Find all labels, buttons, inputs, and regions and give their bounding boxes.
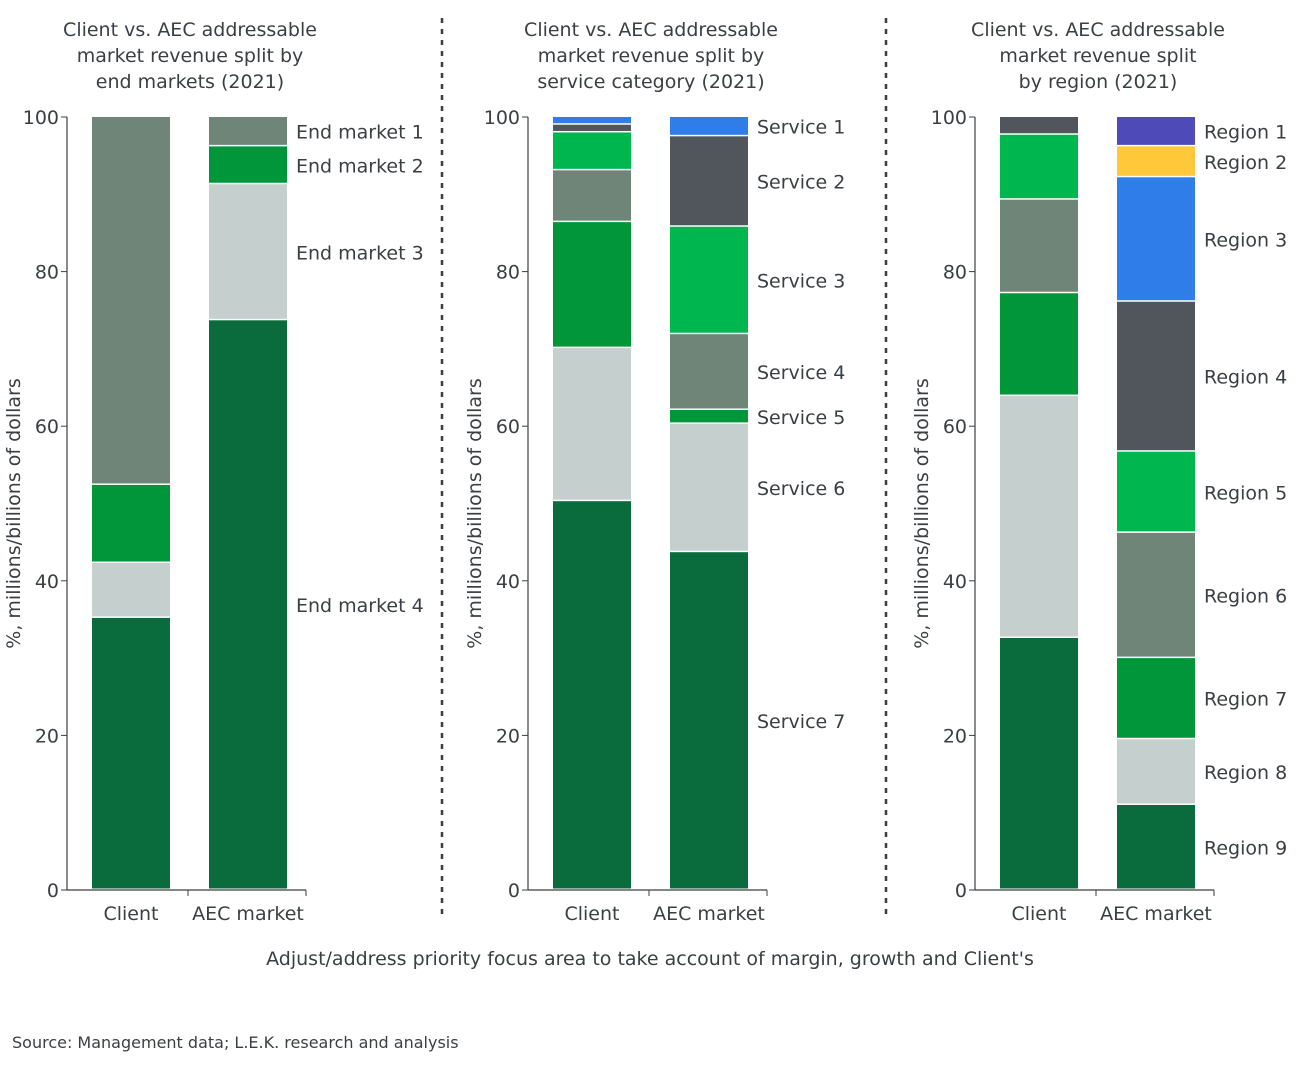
bar-segment <box>553 348 631 500</box>
bar-segment <box>1000 199 1078 292</box>
bar-segment <box>670 117 748 135</box>
bar-segment <box>670 409 748 423</box>
chart-title: by region (2021) <box>1019 71 1178 93</box>
bar-segment <box>1117 658 1195 738</box>
y-tick-label: 60 <box>496 416 520 438</box>
series-label: Service 5 <box>757 407 845 429</box>
y-tick-label: 100 <box>484 107 520 129</box>
bar-segment <box>670 552 748 889</box>
y-axis-label: %, millions/billions of dollars <box>911 378 933 648</box>
chart-title: market revenue split by <box>538 45 765 67</box>
bar-segment <box>1117 739 1195 804</box>
bar-segment <box>92 117 170 484</box>
bar-segment <box>670 423 748 551</box>
series-label: Region 7 <box>1204 689 1287 711</box>
y-axis-label: %, millions/billions of dollars <box>464 378 486 648</box>
bar-segment <box>553 124 631 131</box>
bar-segment <box>553 222 631 347</box>
chart-title: market revenue split by <box>77 45 304 67</box>
chart-title: Client vs. AEC addressable <box>524 19 778 41</box>
x-tick-label: Client <box>564 903 619 925</box>
bar-segment <box>670 226 748 333</box>
series-label: Service 2 <box>757 172 845 194</box>
bar-segment <box>1117 117 1195 145</box>
bar-segment <box>1000 638 1078 889</box>
chart-title: end markets (2021) <box>96 71 284 93</box>
y-tick-label: 60 <box>943 416 967 438</box>
bar-segment <box>1000 396 1078 637</box>
series-label: Service 1 <box>757 117 845 139</box>
bar-segment <box>92 617 170 889</box>
bar-segment <box>670 136 748 226</box>
series-label: Service 7 <box>757 711 845 733</box>
y-tick-label: 80 <box>496 262 520 284</box>
y-tick-label: 0 <box>955 880 967 902</box>
series-label: Service 4 <box>757 362 845 384</box>
bar-segment <box>209 320 287 889</box>
caption: Adjust/address priority focus area to ta… <box>266 948 1034 970</box>
series-label: Region 9 <box>1204 837 1287 859</box>
y-axis-label: %, millions/billions of dollars <box>3 378 25 648</box>
y-tick-label: 20 <box>35 725 59 747</box>
series-label: End market 2 <box>296 155 424 177</box>
bar-segment <box>1000 293 1078 395</box>
y-tick-label: 20 <box>496 725 520 747</box>
series-label: Region 3 <box>1204 230 1287 252</box>
chart-title: Client vs. AEC addressable <box>63 19 317 41</box>
bar-segment <box>1117 532 1195 657</box>
bar-segment <box>92 484 170 562</box>
bar-segment <box>1117 804 1195 889</box>
x-tick-label: Client <box>103 903 158 925</box>
x-tick-label: AEC market <box>653 903 765 925</box>
y-tick-label: 0 <box>47 880 59 902</box>
series-label: Region 6 <box>1204 585 1287 607</box>
series-label: Region 2 <box>1204 152 1287 174</box>
series-label: Service 3 <box>757 270 845 292</box>
bar-segment <box>553 170 631 221</box>
y-tick-label: 20 <box>943 725 967 747</box>
chart-title: service category (2021) <box>537 71 764 93</box>
bar-segment <box>209 117 287 145</box>
bar-segment <box>553 132 631 169</box>
y-tick-label: 0 <box>508 880 520 902</box>
x-tick-label: AEC market <box>192 903 304 925</box>
y-tick-label: 40 <box>943 571 967 593</box>
chart-title: market revenue split <box>999 45 1196 67</box>
series-label: End market 1 <box>296 122 424 144</box>
chart-title: Client vs. AEC addressable <box>971 19 1225 41</box>
series-label: End market 3 <box>296 242 424 264</box>
y-tick-label: 100 <box>931 107 967 129</box>
bar-segment <box>553 117 631 124</box>
bar-segment <box>209 184 287 319</box>
bar-segment <box>209 146 287 183</box>
series-label: Region 4 <box>1204 367 1287 389</box>
source-note: Source: Management data; L.E.K. research… <box>12 1033 459 1052</box>
bar-segment <box>1000 134 1078 199</box>
bar-segment <box>92 563 170 617</box>
series-label: Service 6 <box>757 478 845 500</box>
y-tick-label: 80 <box>943 262 967 284</box>
series-label: End market 4 <box>296 595 424 617</box>
bar-segment <box>553 501 631 889</box>
y-tick-label: 60 <box>35 416 59 438</box>
bar-segment <box>1117 177 1195 301</box>
bar-segment <box>1117 301 1195 451</box>
bar-segment <box>1000 117 1078 134</box>
series-label: Region 8 <box>1204 762 1287 784</box>
series-label: Region 1 <box>1204 122 1287 144</box>
x-tick-label: Client <box>1011 903 1066 925</box>
bar-segment <box>1117 451 1195 532</box>
y-tick-label: 80 <box>35 262 59 284</box>
y-tick-label: 40 <box>35 571 59 593</box>
bar-segment <box>670 334 748 409</box>
x-tick-label: AEC market <box>1100 903 1212 925</box>
y-tick-label: 100 <box>23 107 59 129</box>
bar-segment <box>1117 146 1195 176</box>
series-label: Region 5 <box>1204 482 1287 504</box>
y-tick-label: 40 <box>496 571 520 593</box>
